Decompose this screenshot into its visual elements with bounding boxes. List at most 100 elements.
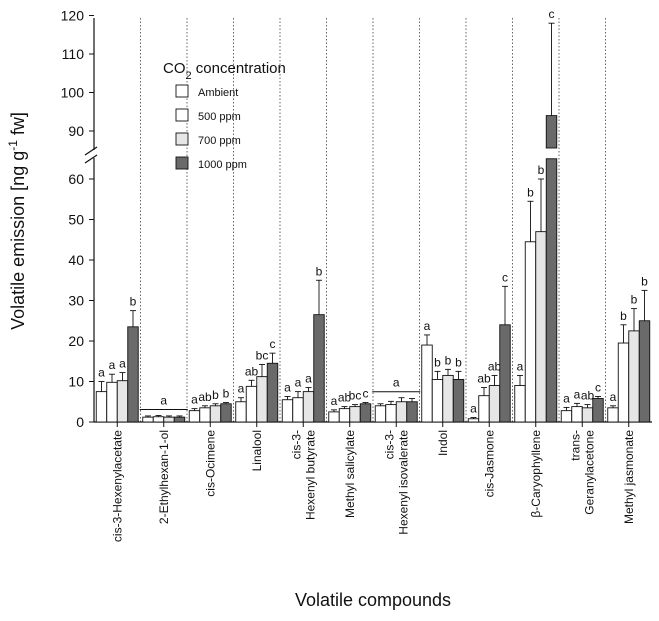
category-label: β-Caryophyllene [529, 430, 543, 518]
bar [607, 407, 619, 423]
bar [535, 231, 547, 423]
legend-label: 1000 ppm [198, 159, 247, 171]
bar-group: a ab b b [188, 387, 232, 423]
y-tick-label: 110 [62, 46, 85, 62]
y-tick-label: 20 [68, 333, 84, 349]
bar [292, 397, 304, 423]
significance-letter: a [238, 382, 245, 396]
y-tick-label: 0 [76, 414, 84, 430]
bar [95, 391, 108, 423]
bar [359, 403, 372, 423]
bar-group: a a abc [560, 380, 604, 423]
category-label: Geranylacetone [582, 430, 596, 515]
category-label: Hexenyl butyrate [303, 430, 317, 520]
bar-upper-segment [545, 115, 558, 149]
bar [478, 395, 490, 423]
significance-letter: a [393, 376, 400, 390]
bar [209, 405, 222, 423]
legend-label: Ambient [198, 87, 238, 99]
bar [245, 385, 258, 423]
legend-swatch [175, 84, 189, 98]
significance-letter: a [424, 319, 431, 333]
bar [235, 401, 247, 423]
category-label: Hexenyl isovalerate [396, 430, 410, 535]
significance-letter: a [610, 390, 617, 404]
y-tick-label: 60 [68, 171, 84, 187]
significance-letter: bc [349, 389, 362, 403]
bar [467, 418, 480, 423]
legend-label: 700 ppm [198, 135, 241, 147]
bar [127, 326, 139, 423]
bar [220, 403, 232, 423]
significance-letter: c [270, 337, 276, 351]
bar [266, 362, 279, 423]
significance-letter: a [109, 358, 116, 372]
significance-letter: a [574, 387, 581, 401]
bar [638, 320, 651, 423]
significance-letter: c [363, 387, 369, 401]
y-tick-label: 10 [68, 374, 84, 390]
significance-letter: b [631, 293, 638, 307]
significance-letter: a [191, 393, 198, 407]
significance-letter: a [295, 376, 302, 390]
significance-letter: a [563, 391, 570, 405]
category-label: trans- [568, 430, 582, 461]
significance-letter: a [470, 402, 477, 416]
significance-letter: a [305, 372, 312, 386]
significance-letter: c [595, 380, 601, 394]
significance-letter: a [119, 357, 126, 371]
legend-swatch [175, 108, 189, 122]
significance-letter: b [434, 355, 441, 369]
significance-letter: a [160, 394, 167, 408]
axis-break-mark [84, 154, 98, 164]
category-label: Methyl jasmonate [622, 430, 636, 524]
significance-letter: a [331, 394, 338, 408]
bar-group: a bb c [514, 7, 558, 423]
y-tick-label: 120 [61, 8, 85, 24]
bar [349, 406, 361, 423]
bar [395, 401, 408, 423]
significance-letter: ab [581, 389, 595, 403]
bar [142, 416, 154, 423]
bar [406, 401, 418, 423]
significance-letter: b [212, 388, 219, 402]
bar-group: a [372, 376, 421, 423]
category-label: 2-Ethylhexan-1-ol [157, 430, 171, 524]
category-label: Methyl salicylate [343, 430, 357, 518]
significance-letter: ab [488, 359, 502, 373]
y-tick-label: 100 [61, 85, 85, 101]
bar [560, 410, 573, 423]
bar-group: a [139, 394, 188, 423]
significance-letter: bc [256, 348, 269, 362]
significance-letter: ab [198, 390, 212, 404]
bar [617, 342, 630, 423]
legend-swatch [175, 132, 189, 146]
bar [581, 407, 594, 423]
bar [442, 374, 454, 423]
bar [328, 411, 340, 423]
legend: CO2 concentration Ambient 500 ppm 700 ppm 10… [163, 60, 286, 171]
axis-break-mark [84, 146, 98, 156]
category-label: Indol [436, 430, 450, 456]
significance-letter: ab [338, 391, 352, 405]
bar [545, 158, 558, 423]
bar [106, 381, 118, 423]
bar [302, 391, 315, 423]
legend-swatch [175, 156, 189, 170]
bar [188, 410, 201, 423]
y-tick-label: 40 [68, 252, 84, 268]
category-label: Linalool [250, 430, 264, 471]
category-label: cis-3- [289, 430, 303, 459]
y-tick-label: 50 [68, 212, 84, 228]
bar [571, 406, 583, 423]
category-label: cis-Jasmone [482, 430, 496, 498]
bar [199, 407, 211, 423]
